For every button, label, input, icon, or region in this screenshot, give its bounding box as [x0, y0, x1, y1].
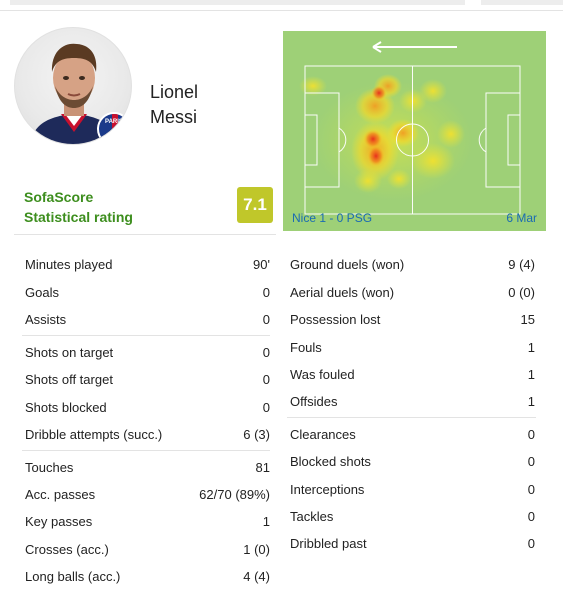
stat-value: 1 [527, 394, 535, 409]
arrow-left-icon [372, 41, 457, 53]
stat-value: 6 (3) [243, 427, 270, 442]
stat-row-dribbled-past: Dribbled past 0 [290, 530, 535, 557]
player-name[interactable]: Lionel Messi [150, 80, 198, 130]
stat-value: 0 [527, 482, 535, 497]
stat-value: 62/70 (89%) [199, 487, 270, 502]
heatmap-match-date: 6 Mar [506, 211, 537, 225]
stat-label: Fouls [290, 340, 322, 355]
top-divider [0, 10, 563, 11]
stat-row-aerial-duels: Aerial duels (won) 0 (0) [290, 279, 535, 306]
stat-row-key-passes: Key passes 1 [25, 508, 270, 535]
top-bar [0, 0, 563, 12]
heatmap[interactable] [283, 31, 546, 231]
heatmap-pitch [299, 41, 521, 215]
club-badge-text: PARIS [105, 119, 123, 125]
stat-label: Aerial duels (won) [290, 285, 395, 300]
stat-label: Assists [25, 312, 67, 327]
player-first-name: Lionel [150, 82, 199, 102]
rating-divider [14, 234, 276, 235]
stat-label: Key passes [25, 514, 93, 529]
stat-value: 0 [527, 536, 535, 551]
stat-value: 90' [253, 257, 270, 272]
stat-row-clearances: Clearances 0 [290, 421, 535, 448]
stat-row-was-fouled: Was fouled 1 [290, 361, 535, 388]
stat-label: Clearances [290, 427, 356, 442]
stat-value: 0 [527, 427, 535, 442]
stat-label: Shots off target [25, 372, 113, 387]
stat-row-offsides: Offsides 1 [290, 388, 535, 415]
stat-label: Touches [25, 460, 74, 475]
stat-row-minutes-played: Minutes played 90' [25, 251, 270, 278]
stat-label: Acc. passes [25, 487, 96, 502]
top-bar-segment [10, 0, 465, 5]
stat-row-shots-blocked: Shots blocked 0 [25, 394, 270, 421]
stat-row-assists: Assists 0 [25, 306, 270, 333]
stat-label: Dribble attempts (succ.) [25, 427, 163, 442]
heatmap-match-link[interactable]: Nice 1 - 0 PSG [292, 211, 373, 225]
stat-label: Goals [25, 285, 59, 300]
heatmap-density [299, 74, 473, 201]
stat-label: Tackles [290, 509, 334, 524]
stat-value: 0 [527, 509, 535, 524]
top-bar-segment [481, 0, 563, 5]
stat-row-long-balls: Long balls (acc.) 4 (4) [25, 563, 270, 590]
stat-row-possession-lost: Possession lost 15 [290, 306, 535, 333]
rating-label-line1: SofaScore [24, 189, 94, 205]
stat-value: 1 [527, 367, 535, 382]
stat-label: Dribbled past [290, 536, 367, 551]
stat-value: 81 [255, 460, 270, 475]
stat-row-tackles: Tackles 0 [290, 503, 535, 530]
stat-value: 1 [262, 514, 270, 529]
stat-row-interceptions: Interceptions 0 [290, 476, 535, 503]
stat-label: Was fouled [290, 367, 355, 382]
stat-value: 0 (0) [508, 285, 535, 300]
stat-label: Blocked shots [290, 454, 371, 469]
stat-label: Ground duels (won) [290, 257, 405, 272]
stat-label: Crosses (acc.) [25, 542, 109, 557]
rating-label: SofaScore Statistical rating [24, 187, 133, 227]
rating-badge[interactable]: 7.1 [237, 187, 273, 223]
club-badge-icon: PARIS [97, 112, 131, 144]
stat-label: Long balls (acc.) [25, 569, 121, 584]
stat-value: 4 (4) [243, 569, 270, 584]
rating-label-line2: Statistical rating [24, 209, 133, 225]
stat-value: 0 [527, 454, 535, 469]
stat-value: 0 [262, 285, 270, 300]
stat-row-fouls: Fouls 1 [290, 334, 535, 361]
stat-value: 0 [262, 400, 270, 415]
player-photo-icon [29, 43, 119, 144]
stat-value: 15 [520, 312, 535, 327]
stat-value: 1 [527, 340, 535, 355]
stat-label: Interceptions [290, 482, 365, 497]
stat-row-shots-on-target: Shots on target 0 [25, 339, 270, 366]
stat-value: 0 [262, 372, 270, 387]
stat-label: Offsides [290, 394, 338, 409]
player-last-name: Messi [150, 107, 198, 127]
stat-value: 0 [262, 345, 270, 360]
stat-value: 9 (4) [508, 257, 535, 272]
stat-group-divider [22, 450, 270, 451]
stat-row-blocked-shots: Blocked shots 0 [290, 448, 535, 475]
player-avatar[interactable]: PARIS [14, 27, 132, 145]
stat-label: Shots on target [25, 345, 114, 360]
stat-label: Shots blocked [25, 400, 107, 415]
stat-value: 0 [262, 312, 270, 327]
stat-value: 1 (0) [243, 542, 270, 557]
stat-label: Possession lost [290, 312, 381, 327]
stat-row-crosses: Crosses (acc.) 1 (0) [25, 536, 270, 563]
pitch-lines [304, 65, 521, 215]
stat-row-goals: Goals 0 [25, 279, 270, 306]
stat-row-dribble-attempts: Dribble attempts (succ.) 6 (3) [25, 421, 270, 448]
stat-row-shots-off-target: Shots off target 0 [25, 366, 270, 393]
stat-row-touches: Touches 81 [25, 454, 270, 481]
stat-row-ground-duels: Ground duels (won) 9 (4) [290, 251, 535, 278]
stat-group-divider [287, 417, 536, 418]
stat-group-divider [22, 335, 270, 336]
stat-row-acc-passes: Acc. passes 62/70 (89%) [25, 481, 270, 508]
stat-label: Minutes played [25, 257, 113, 272]
